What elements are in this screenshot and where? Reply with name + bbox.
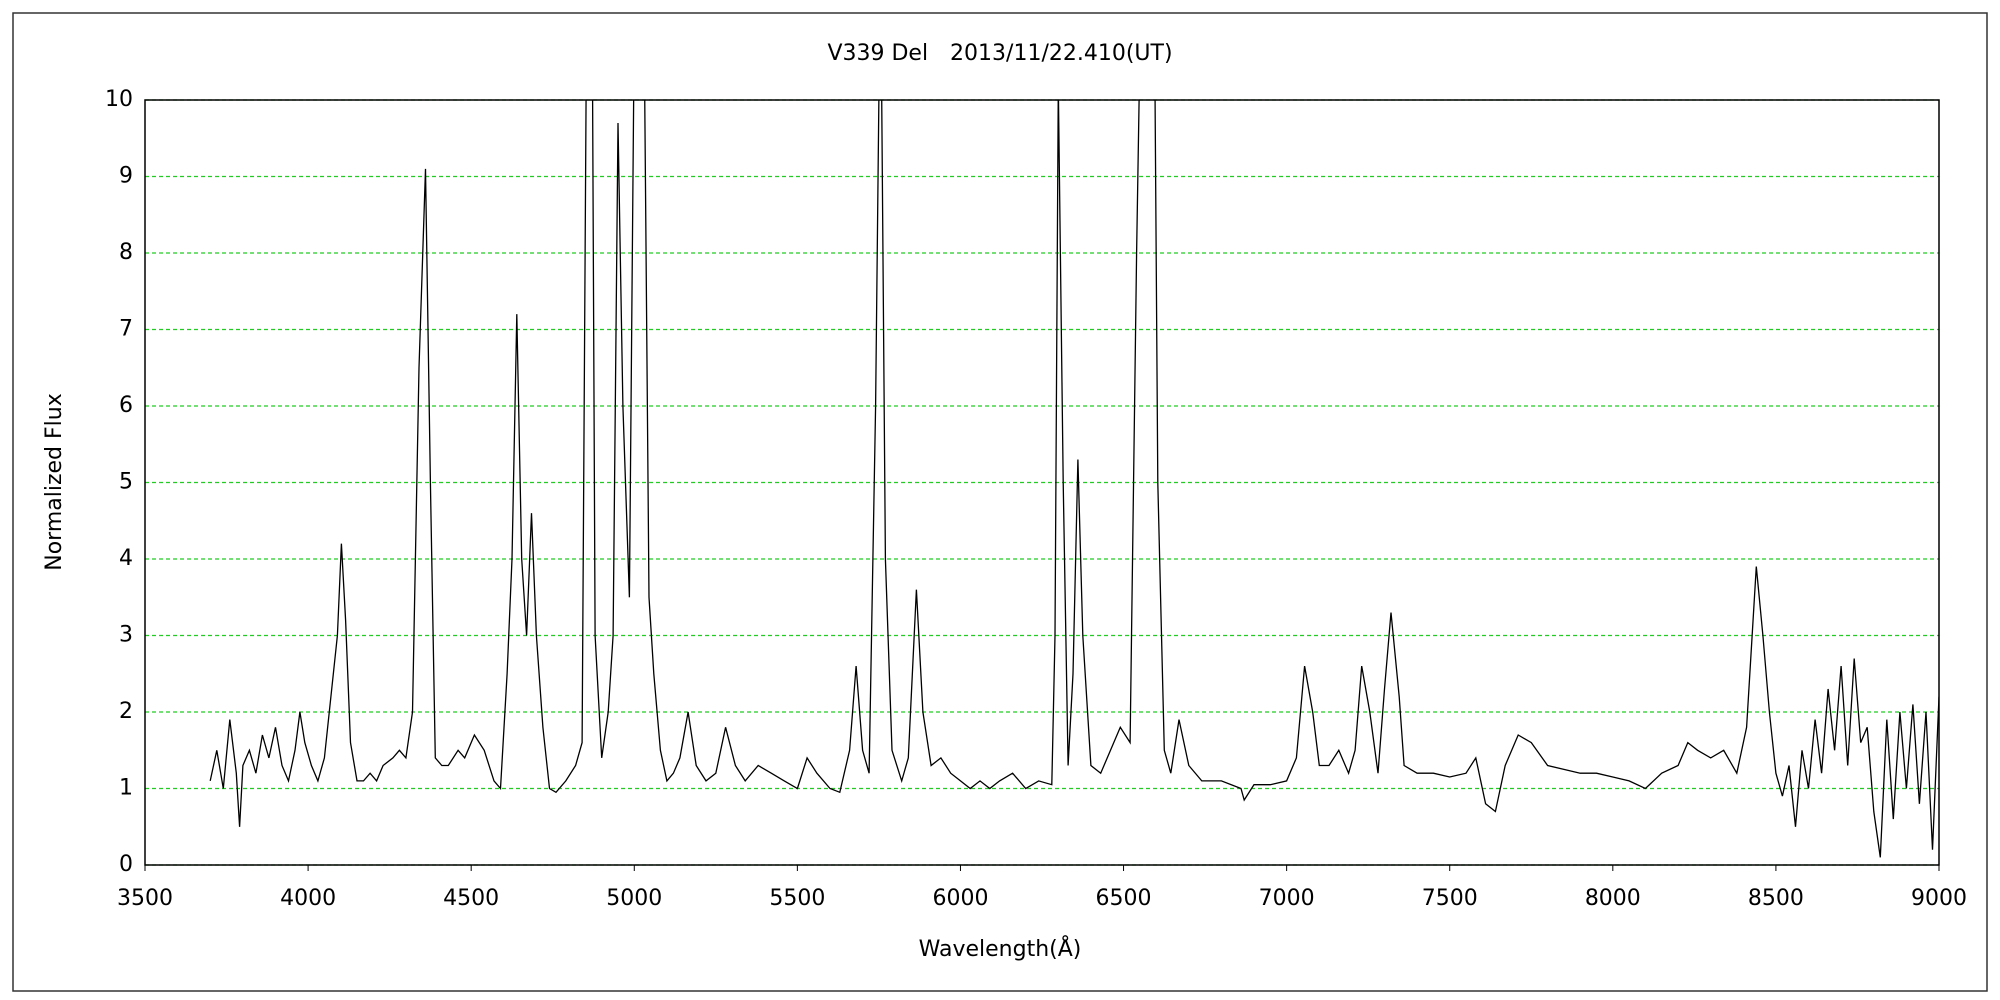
y-tick-label: 10 [105, 87, 133, 112]
x-tick-label: 9000 [1911, 886, 1967, 911]
y-tick-label: 3 [119, 623, 133, 648]
chart-title: V339 Del 2013/11/22.410(UT) [827, 41, 1172, 66]
y-tick-label: 6 [119, 393, 133, 418]
y-tick-label: 0 [119, 852, 133, 877]
y-tick-label: 8 [119, 240, 133, 265]
x-tick-label: 3500 [117, 886, 173, 911]
x-tick-label: 4500 [443, 886, 499, 911]
x-tick-label: 7500 [1422, 886, 1478, 911]
y-tick-label: 9 [119, 164, 133, 189]
x-tick-label: 8500 [1748, 886, 1804, 911]
y-tick-label: 1 [119, 776, 133, 801]
x-tick-label: 7000 [1259, 886, 1315, 911]
x-tick-label: 5000 [606, 886, 662, 911]
plot-frame [144, 99, 1940, 866]
spectrum-line [209, 100, 1939, 858]
x-axis-label: Wavelength(Å) [919, 935, 1082, 962]
x-tick-label: 5500 [769, 886, 825, 911]
y-tick-label: 2 [119, 699, 133, 724]
y-tick-label: 5 [119, 470, 133, 495]
x-tick-label: 6500 [1096, 886, 1152, 911]
x-tick-label: 6000 [932, 886, 988, 911]
y-axis-label: Normalized Flux [42, 393, 67, 570]
y-tick-label: 4 [119, 546, 133, 571]
x-tick-label: 8000 [1585, 886, 1641, 911]
outer-frame [12, 12, 1988, 992]
x-tick-label: 4000 [280, 886, 336, 911]
y-tick-label: 7 [119, 317, 133, 342]
